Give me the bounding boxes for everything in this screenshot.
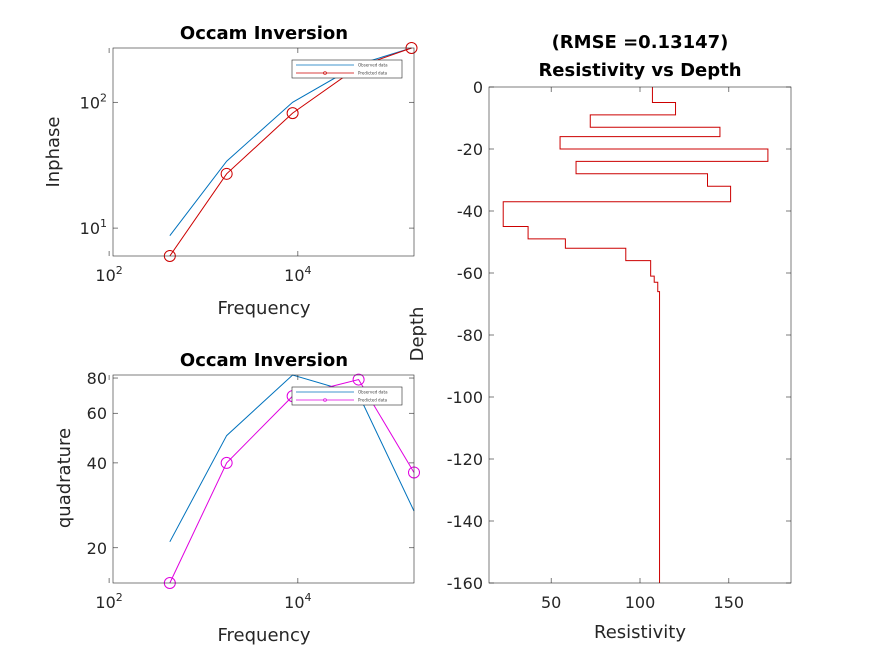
x-tick-label-base: 10 [95,593,115,612]
series-group [502,87,769,583]
x-tick-label: 102 [95,264,122,285]
y-tick-label: 102 [80,91,107,112]
y-tick-label: -20 [457,140,483,159]
x-tick-label-exponent: 2 [116,264,123,277]
y-tick-label: -120 [447,450,483,469]
y-tick-label-base: 10 [80,93,100,112]
y-tick-label: -100 [447,388,483,407]
x-tick-label: 102 [95,591,122,612]
series-line-0 [502,87,769,583]
inphase-x-axis-label: Frequency [218,298,311,319]
y-tick-label: -80 [457,326,483,345]
x-tick-label-base: 10 [284,593,304,612]
legend-label: Predicted data [358,71,388,76]
y-tick-label: -40 [457,202,483,221]
inphase-plot-title: Occam Inversion [180,23,348,44]
data-point-marker [220,456,233,469]
legend-label: Observed data [358,390,388,395]
x-tick-label-exponent: 4 [305,591,312,604]
y-tick-label-exponent: 2 [100,91,107,104]
resistivity-x-axis-label: Resistivity [594,622,686,643]
depth-y-axis-label: Depth [407,307,428,362]
y-tick-label: 0 [473,78,483,97]
data-point-marker [286,107,299,120]
x-tick-label: 104 [284,591,311,612]
y-tick-label: 101 [80,217,107,238]
x-tick-label-base: 10 [284,266,304,285]
x-tick-label-exponent: 2 [116,591,123,604]
legend-box [291,386,403,406]
x-tick-label: 50 [541,593,561,612]
legend-marker [323,71,327,75]
y-tick-label: -60 [457,264,483,283]
series-line-0 [169,47,412,237]
quadrature-x-axis-label: Frequency [218,625,311,646]
y-tick-label-base: 10 [80,219,100,238]
x-tick-label: 100 [625,593,656,612]
y-tick-label: 60 [87,404,107,423]
resistivity-depth-plot: (RMSE =0.13147) Resistivity vs Depth 50 1… [407,32,792,643]
data-point-marker [220,167,233,180]
legend-label: Observed data [358,63,388,68]
x-tick-label: 104 [284,264,311,285]
y-tick-label: 80 [87,369,107,388]
x-tick-label-exponent: 4 [305,264,312,277]
axes-box [112,47,415,257]
resistivity-plot-title-line-2: Resistivity vs Depth [538,60,741,81]
inphase-y-axis-label: Inphase [43,116,64,187]
legend-box [291,59,403,79]
y-tick-label: -140 [447,512,483,531]
resistivity-plot-area: 50 100 150 0 -20 -40 -60 -80 -100 -120 -140 -160 [447,78,792,612]
quadrature-plot-title: Occam Inversion [180,350,348,371]
axes-box [112,374,415,584]
data-point-marker [352,373,365,386]
y-tick-label-exponent: 1 [100,217,107,230]
y-tick-label: 20 [87,539,107,558]
y-tick-label: 40 [87,454,107,473]
y-tick-label: -160 [447,574,483,593]
resistivity-plot-title-line-1: (RMSE =0.13147) [552,32,729,53]
legend-label: Predicted data [358,398,388,403]
x-tick-label: 150 [714,593,745,612]
x-tick-label-base: 10 [95,266,115,285]
legend-marker [323,398,327,402]
quadrature-y-axis-label: quadrature [54,428,75,528]
